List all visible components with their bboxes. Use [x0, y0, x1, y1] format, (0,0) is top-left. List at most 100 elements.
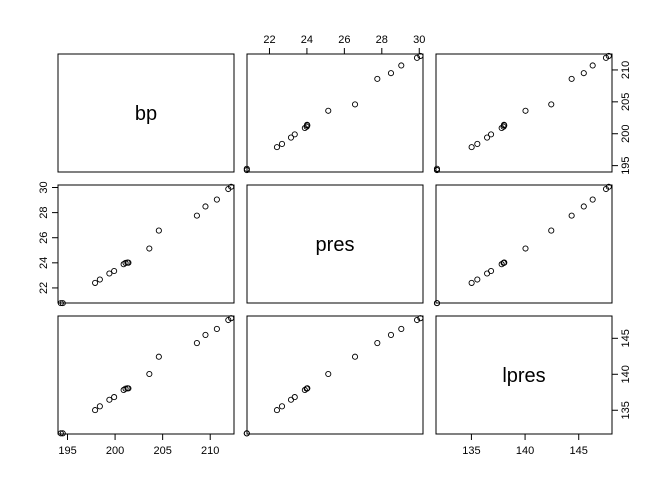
data-point-pres-lpres-13	[374, 339, 381, 347]
right-axis-lpres: 135 140 145	[611, 329, 632, 419]
data-point-pres-bp-16	[413, 54, 421, 61]
tick-label: 135	[620, 401, 632, 419]
bottom-axis-lpres: 135 140 145	[462, 433, 588, 457]
tick-label: 140	[620, 365, 632, 383]
tick-label: 205	[153, 445, 171, 457]
tick-label: 140	[516, 445, 534, 457]
top-axis-pres: 22 24 26 28 30	[263, 34, 425, 55]
data-point-lpres-pres-10	[500, 259, 508, 266]
data-point-bp-lpres-1	[59, 430, 66, 437]
axis-layer: 22 24 26 28 30 195 200 205 210 135 140 145 22 24 26 28 3…	[38, 34, 632, 457]
tick-label: 200	[620, 125, 632, 143]
data-point-bp-lpres-10	[125, 385, 132, 392]
data-point-lpres-pres-13	[568, 212, 575, 219]
data-point-lpres-bp-13	[568, 75, 575, 82]
panel-frame	[246, 315, 424, 435]
data-point-bp-lpres-12	[155, 353, 162, 360]
data-point-pres-bp-14	[387, 70, 395, 77]
data-point-bp-lpres-13	[193, 339, 200, 347]
data-point-lpres-pres-6	[487, 267, 495, 275]
data-point-pres-lpres-4	[278, 403, 286, 410]
data-point-lpres-pres-17	[605, 183, 612, 190]
panel-bp-vs-bp: bp	[57, 53, 235, 173]
tick-label: 200	[106, 445, 124, 457]
data-point-bp-lpres-5	[106, 396, 113, 403]
data-point-pres-bp-12	[351, 101, 359, 108]
tick-label: 195	[58, 445, 76, 457]
tick-label: 135	[462, 445, 480, 457]
data-point-bp-pres-10	[125, 259, 132, 266]
diagonal-label-bp: bp	[135, 103, 157, 125]
panel-bp-vs-pres	[243, 52, 424, 174]
panel-pres-vs-pres: pres	[246, 184, 424, 304]
tick-label: 28	[38, 206, 50, 218]
data-point-pres-bp-10	[304, 121, 311, 128]
tick-label: 145	[570, 445, 588, 457]
data-point-bp-pres-4	[96, 276, 103, 283]
data-point-pres-bp-6	[291, 131, 298, 138]
data-point-lpres-bp-5	[484, 134, 491, 141]
panel-frame	[435, 184, 613, 304]
data-point-pres-bp-4	[278, 140, 286, 147]
tick-label: 22	[38, 282, 50, 294]
tick-label: 30	[413, 34, 425, 46]
data-point-lpres-bp-4	[474, 140, 481, 147]
panel-lpres-vs-pres	[243, 315, 424, 437]
tick-label: 26	[38, 232, 50, 244]
data-point-pres-lpres-3	[273, 407, 281, 414]
data-point-bp-pres-15	[213, 196, 220, 203]
data-point-bp-pres-17	[228, 183, 235, 190]
data-point-bp-lpres-3	[92, 407, 99, 414]
data-point-lpres-pres-4	[474, 276, 481, 283]
panel-frame	[57, 53, 235, 173]
tick-label: 195	[620, 156, 632, 174]
data-point-pres-lpres-17	[417, 315, 424, 322]
data-point-bp-pres-6	[111, 267, 118, 275]
data-point-lpres-pres-11	[522, 245, 529, 252]
data-point-pres-lpres-6	[291, 394, 298, 401]
tick-label: 210	[201, 445, 219, 457]
data-point-lpres-bp-6	[487, 131, 495, 138]
tick-label: 24	[301, 34, 313, 46]
data-point-pres-lpres-14	[387, 331, 395, 338]
data-point-pres-bp-15	[398, 62, 405, 69]
data-point-bp-lpres-6	[111, 394, 118, 401]
data-point-bp-pres-5	[106, 270, 113, 277]
data-point-bp-pres-3	[92, 279, 99, 286]
data-point-pres-lpres-12	[351, 353, 359, 360]
data-point-pres-lpres-15	[398, 325, 405, 333]
data-point-bp-pres-1	[59, 300, 66, 307]
data-point-pres-bp-3	[273, 144, 281, 151]
tick-label: 210	[620, 61, 632, 79]
data-point-pres-lpres-11	[325, 370, 332, 378]
data-point-pres-bp-5	[287, 134, 295, 141]
data-point-lpres-pres-14	[580, 203, 587, 210]
data-point-bp-lpres-15	[213, 325, 220, 333]
data-point-pres-lpres-2	[243, 430, 250, 437]
tick-label: 22	[263, 34, 275, 46]
data-point-pres-bp-13	[374, 75, 381, 82]
data-point-pres-lpres-16	[413, 316, 421, 324]
data-point-bp-pres-11	[146, 245, 153, 252]
data-point-bp-lpres-11	[146, 370, 153, 378]
data-point-lpres-bp-11	[522, 107, 529, 114]
diagonal-label-lpres: lpres	[502, 365, 545, 387]
data-point-bp-pres-2	[57, 300, 64, 307]
data-point-bp-lpres-14	[202, 331, 209, 338]
data-point-pres-lpres-10	[304, 385, 311, 392]
data-point-lpres-bp-15	[589, 62, 596, 69]
tick-label: 28	[376, 34, 388, 46]
diagonal-label-pres: pres	[316, 234, 355, 256]
data-point-pres-bp-11	[325, 107, 332, 114]
tick-label: 30	[38, 181, 50, 193]
data-point-lpres-bp-12	[548, 101, 555, 108]
right-axis-bp: 195 200 205 210	[611, 61, 632, 175]
data-point-bp-lpres-4	[96, 403, 103, 410]
panel-frame	[246, 184, 424, 304]
tick-label: 26	[338, 34, 350, 46]
data-point-pres-bp-17	[417, 52, 424, 59]
tick-label: 145	[620, 329, 632, 347]
data-point-bp-lpres-2	[57, 430, 64, 437]
data-point-bp-pres-14	[202, 203, 209, 210]
